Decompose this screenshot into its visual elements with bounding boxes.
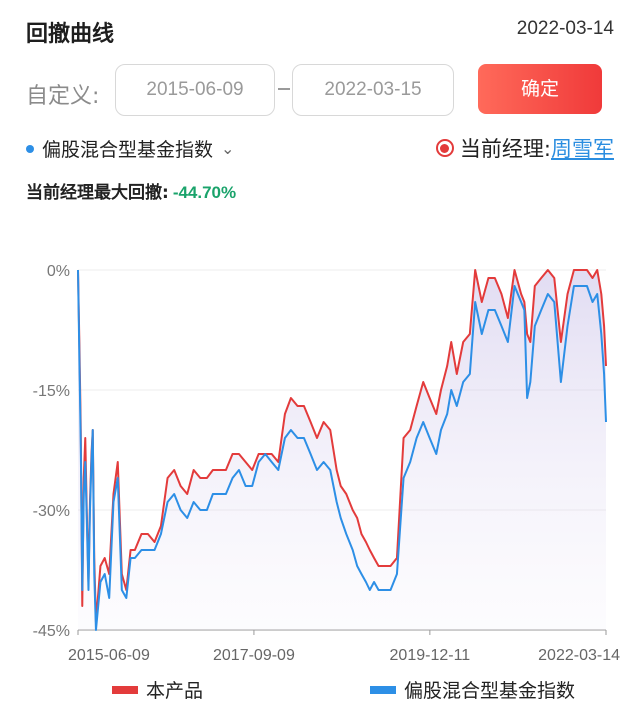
page-title: 回撤曲线: [26, 22, 115, 47]
start-date-input[interactable]: 2015-06-09: [115, 64, 275, 116]
confirm-button[interactable]: 确定: [478, 64, 602, 114]
drawdown-area: [78, 270, 606, 630]
header-date: 2022-03-14: [516, 18, 614, 39]
legend-label-product: 本产品: [146, 680, 204, 702]
x-tick-label: 2017-09-09: [213, 647, 295, 664]
manager-label: 当前经理:: [459, 137, 551, 161]
y-tick-label: 0%: [47, 263, 70, 280]
index-dot-icon: [26, 144, 34, 153]
index-selector[interactable]: 偏股混合型基金指数 ⌄: [26, 135, 234, 162]
max-drawdown: 当前经理最大回撤: -44.70%: [26, 178, 236, 203]
custom-range-label: 自定义:: [26, 84, 100, 109]
max-drawdown-value: -44.70%: [172, 183, 237, 202]
series-line-index: [77, 269, 607, 631]
radio-selected-icon[interactable]: [435, 139, 454, 157]
index-selector-label: 偏股混合型基金指数: [42, 139, 214, 161]
legend-index: 偏股混合型基金指数: [370, 676, 575, 703]
x-tick-label: 2022-03-14: [538, 647, 620, 664]
y-tick-label: -30%: [33, 503, 70, 520]
series-line-product: [77, 269, 607, 623]
legend-label-index: 偏股混合型基金指数: [404, 680, 576, 702]
legend-product: 本产品: [112, 676, 203, 703]
current-manager: 当前经理: 周雪军: [435, 133, 614, 163]
x-tick-label: 2015-06-09: [68, 647, 150, 664]
legend-swatch-index: [370, 685, 396, 694]
y-tick-label: -15%: [33, 383, 70, 400]
drawdown-chart: 0% -15% -30% -45% 2015-06-09 2017-09-09 2019-…: [33, 263, 620, 664]
range-separator: [278, 88, 290, 90]
end-date-input[interactable]: 2022-03-15: [292, 64, 454, 116]
chevron-down-icon: ⌄: [221, 139, 235, 158]
legend-swatch-product: [112, 685, 138, 694]
max-drawdown-label: 当前经理最大回撤:: [26, 183, 169, 203]
y-tick-label: -45%: [33, 623, 70, 640]
manager-name-link[interactable]: 周雪军: [551, 137, 614, 161]
x-tick-label: 2019-12-11: [390, 647, 471, 664]
